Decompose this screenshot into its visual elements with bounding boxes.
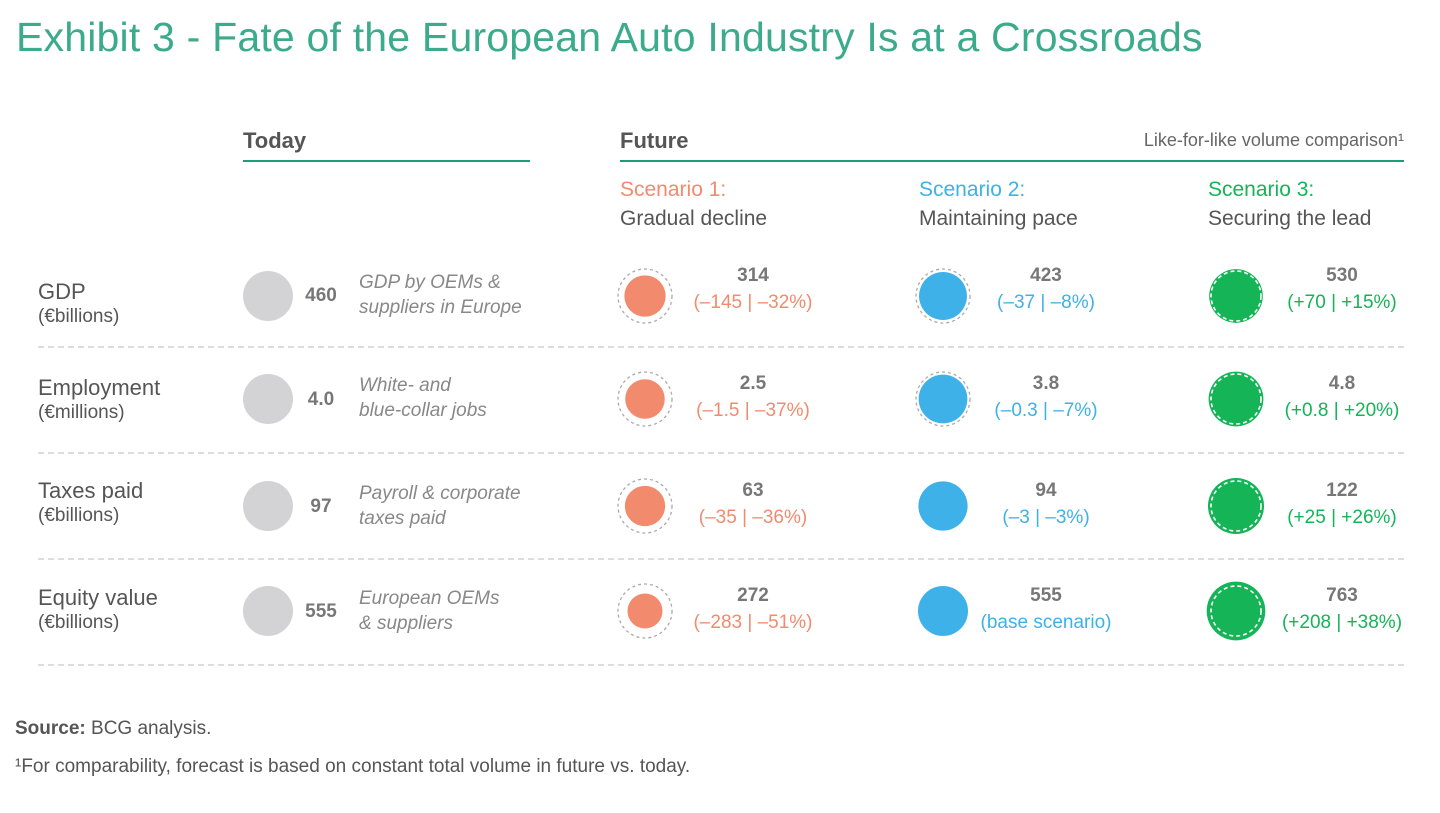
source-line: Source: BCG analysis. (15, 718, 211, 740)
today-bubble-employment (243, 374, 293, 424)
scenario-2-bubble-taxes (918, 481, 968, 531)
today-reference-ring (915, 371, 971, 427)
today-desc-employment-2: blue-collar jobs (359, 400, 487, 421)
row-divider (38, 346, 1404, 348)
today-reference-ring (1210, 270, 1262, 322)
today-reference-ring (1210, 373, 1262, 425)
row-divider (38, 558, 1404, 560)
today-reference-ring (915, 268, 971, 324)
scenario-3-name: Securing the lead (1208, 207, 1372, 230)
metric-unit-taxes: (€billions) (38, 505, 120, 526)
s2-delta-employment: (–0.3 | –7%) (994, 400, 1098, 421)
today-value-gdp: 460 (305, 285, 337, 306)
scenario-1-name: Gradual decline (620, 207, 768, 230)
metric-unit-gdp: (€billions) (38, 306, 120, 327)
s1-delta-gdp: (–145 | –32%) (693, 292, 813, 313)
s3-delta-taxes: (+25 | +26%) (1287, 507, 1397, 528)
s1-delta-equity: (–283 | –51%) (693, 612, 813, 633)
comparison-note: Like-for-like volume comparison¹ (1143, 130, 1404, 150)
today-bubble-gdp (243, 271, 293, 321)
today-reference-ring (1210, 585, 1262, 637)
scenario-2-label: Scenario 2: (919, 178, 1026, 201)
s2-delta-taxes: (–3 | –3%) (1002, 507, 1090, 528)
s2-value-taxes: 94 (1035, 480, 1057, 501)
scenario-1-bubble-taxes (624, 485, 666, 527)
scenario-2-name: Maintaining pace (919, 207, 1078, 230)
metric-name-gdp: GDP (38, 279, 86, 304)
today-reference-ring (617, 478, 673, 534)
today-desc-taxes-1: Payroll & corporate (359, 483, 521, 504)
s1-value-taxes: 63 (742, 480, 764, 501)
metric-unit-equity: (€billions) (38, 612, 120, 633)
metric-name-taxes: Taxes paid (38, 478, 144, 503)
s3-value-equity: 763 (1326, 585, 1358, 606)
s2-value-equity: 555 (1030, 585, 1062, 606)
future-rule (620, 160, 1404, 162)
s2-delta-equity: (base scenario) (980, 612, 1112, 633)
s1-delta-taxes: (–35 | –36%) (698, 507, 808, 528)
today-reference-ring (617, 268, 673, 324)
s3-delta-equity: (+208 | +38%) (1281, 612, 1403, 633)
footnote: ¹For comparability, forecast is based on… (15, 756, 691, 777)
today-desc-gdp-2: suppliers in Europe (359, 297, 522, 318)
s1-value-equity: 272 (737, 585, 769, 606)
scenario-1-bubble-employment (625, 379, 665, 419)
scenario-3-bubble-taxes (1207, 477, 1265, 535)
today-desc-gdp-1: GDP by OEMs & (359, 272, 501, 293)
s3-value-gdp: 530 (1326, 265, 1358, 286)
s1-delta-employment: (–1.5 | –37%) (696, 400, 810, 421)
today-bubble-equity (243, 586, 293, 636)
today-rule (243, 160, 530, 162)
s1-value-gdp: 314 (737, 265, 769, 286)
source-text: BCG analysis. (85, 718, 212, 739)
today-desc-taxes-2: taxes paid (359, 508, 446, 529)
s3-value-taxes: 122 (1326, 480, 1358, 501)
scenario-1-bubble-equity (627, 593, 663, 629)
row-divider (38, 664, 1404, 666)
source-label: Source: (15, 718, 86, 739)
today-desc-equity-1: European OEMs (359, 588, 500, 609)
scenario-1-label: Scenario 1: (620, 178, 727, 201)
scenario-3-bubble-equity (1206, 581, 1266, 641)
scenario-3-label: Scenario 3: (1208, 178, 1315, 201)
metric-unit-employment: (€millions) (38, 402, 125, 423)
scenario-1-bubble-gdp (624, 275, 666, 317)
s2-delta-gdp: (–37 | –8%) (997, 292, 1095, 313)
today-reference-ring (617, 371, 673, 427)
today-value-taxes: 97 (310, 496, 332, 517)
scenario-2-bubble-employment (918, 374, 968, 424)
future-header: Future (620, 128, 689, 153)
metric-name-employment: Employment (38, 375, 161, 400)
today-desc-equity-2: & suppliers (359, 613, 453, 634)
scenario-2-bubble-equity (918, 586, 968, 636)
s3-delta-gdp: (+70 | +15%) (1287, 292, 1397, 313)
s2-value-employment: 3.8 (1032, 373, 1060, 394)
metric-name-equity: Equity value (38, 585, 158, 610)
today-reference-ring (617, 583, 673, 639)
row-divider (38, 452, 1404, 454)
page-title: Exhibit 3 - Fate of the European Auto In… (16, 14, 1203, 60)
today-header: Today (243, 128, 307, 153)
s3-delta-employment: (+0.8 | +20%) (1284, 400, 1400, 421)
s3-value-employment: 4.8 (1328, 373, 1356, 394)
today-desc-employment-1: White- and (359, 375, 451, 396)
today-bubble-taxes (243, 481, 293, 531)
scenario-3-bubble-gdp (1209, 269, 1263, 323)
scenario-2-bubble-gdp (919, 272, 967, 320)
today-value-employment: 4.0 (307, 389, 335, 410)
scenario-3-bubble-employment (1208, 371, 1264, 427)
s1-value-employment: 2.5 (739, 373, 767, 394)
today-reference-ring (1210, 480, 1262, 532)
s2-value-gdp: 423 (1030, 265, 1062, 286)
today-value-equity: 555 (305, 601, 337, 622)
